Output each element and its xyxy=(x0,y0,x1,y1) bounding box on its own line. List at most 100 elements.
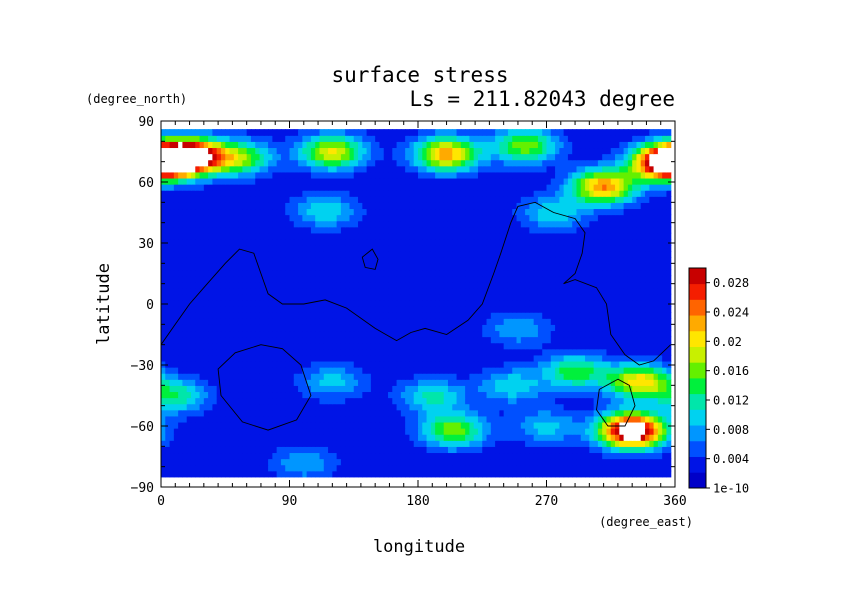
field-cell xyxy=(306,324,312,332)
field-cell xyxy=(229,464,235,472)
field-cell xyxy=(537,312,543,319)
field-cell xyxy=(469,336,475,344)
field-cell xyxy=(602,428,608,435)
field-cell xyxy=(353,385,359,393)
field-cell xyxy=(246,330,252,338)
field-cell xyxy=(238,452,243,460)
field-cell xyxy=(229,330,235,338)
field-cell xyxy=(469,409,475,417)
field-cell xyxy=(533,397,539,405)
field-cell xyxy=(388,354,393,362)
field-cell xyxy=(353,281,359,289)
field-cell xyxy=(645,464,650,472)
field-cell xyxy=(516,306,522,313)
field-cell xyxy=(375,354,381,362)
field-cell xyxy=(460,470,466,478)
field-cell xyxy=(542,373,548,380)
field-cell xyxy=(615,440,620,447)
field-cell xyxy=(392,379,398,386)
field-cell xyxy=(345,299,351,307)
field-cell xyxy=(512,464,518,472)
field-cell xyxy=(512,251,518,258)
field-cell xyxy=(456,226,462,234)
field-cell xyxy=(375,220,381,228)
field-cell xyxy=(627,245,633,252)
field-cell xyxy=(589,299,595,307)
field-cell xyxy=(272,458,278,466)
field-cell xyxy=(161,238,166,246)
field-cell xyxy=(602,312,608,319)
field-cell xyxy=(212,269,218,277)
field-cell xyxy=(627,263,633,271)
field-cell xyxy=(465,281,470,289)
field-cell xyxy=(216,226,222,234)
field-cell xyxy=(615,336,620,344)
field-cell xyxy=(473,293,479,301)
field-cell xyxy=(649,373,655,380)
field-cell xyxy=(173,275,179,283)
field-cell xyxy=(255,373,261,380)
field-cell xyxy=(589,220,595,228)
field-cell xyxy=(332,318,338,325)
field-cell xyxy=(559,458,565,466)
field-cell xyxy=(486,330,492,338)
field-cell xyxy=(525,360,530,368)
field-cell xyxy=(358,293,363,301)
field-cell xyxy=(345,360,351,368)
field-cell xyxy=(358,385,363,393)
field-cell xyxy=(585,251,590,258)
field-cell xyxy=(169,312,175,319)
field-cell xyxy=(426,452,432,460)
field-cell xyxy=(178,385,184,393)
field-cell xyxy=(259,281,265,289)
field-cell xyxy=(195,257,201,264)
field-cell xyxy=(178,367,184,374)
field-cell xyxy=(293,348,299,356)
field-cell xyxy=(520,415,526,423)
field-cell xyxy=(503,373,509,380)
field-cell xyxy=(400,293,406,301)
field-cell xyxy=(490,470,496,478)
field-cell xyxy=(627,220,633,228)
field-cell xyxy=(173,220,179,228)
field-cell xyxy=(623,397,629,405)
field-cell xyxy=(285,330,291,338)
field-cell xyxy=(336,330,342,338)
field-cell xyxy=(161,452,166,460)
field-cell xyxy=(657,367,663,374)
field-cell xyxy=(362,232,368,240)
field-cell xyxy=(585,428,590,435)
field-cell xyxy=(632,360,638,368)
field-cell xyxy=(216,360,222,368)
field-cell xyxy=(199,446,205,454)
field-cell xyxy=(250,440,256,447)
field-cell xyxy=(632,318,638,325)
field-cell xyxy=(602,421,608,429)
field-cell xyxy=(486,275,492,283)
field-cell xyxy=(276,421,282,429)
field-cell xyxy=(259,275,265,283)
field-cell xyxy=(585,220,590,228)
field-cell xyxy=(169,354,175,362)
field-cell xyxy=(255,434,261,441)
field-cell xyxy=(225,251,231,258)
field-cell xyxy=(447,312,453,319)
field-cell xyxy=(186,428,192,435)
field-cell xyxy=(396,330,402,338)
field-cell xyxy=(563,421,569,429)
field-cell xyxy=(195,306,201,313)
field-cell xyxy=(576,354,582,362)
field-cell xyxy=(482,312,488,319)
field-cell xyxy=(220,232,226,240)
field-cell xyxy=(632,348,638,356)
field-cell xyxy=(632,470,638,478)
field-cell xyxy=(379,251,385,258)
field-cell xyxy=(520,354,526,362)
field-cell xyxy=(178,275,184,283)
field-cell xyxy=(460,312,466,319)
field-cell xyxy=(203,421,209,429)
field-cell xyxy=(276,385,282,393)
field-cell xyxy=(507,275,513,283)
field-cell xyxy=(328,354,333,362)
field-cell xyxy=(645,367,650,374)
